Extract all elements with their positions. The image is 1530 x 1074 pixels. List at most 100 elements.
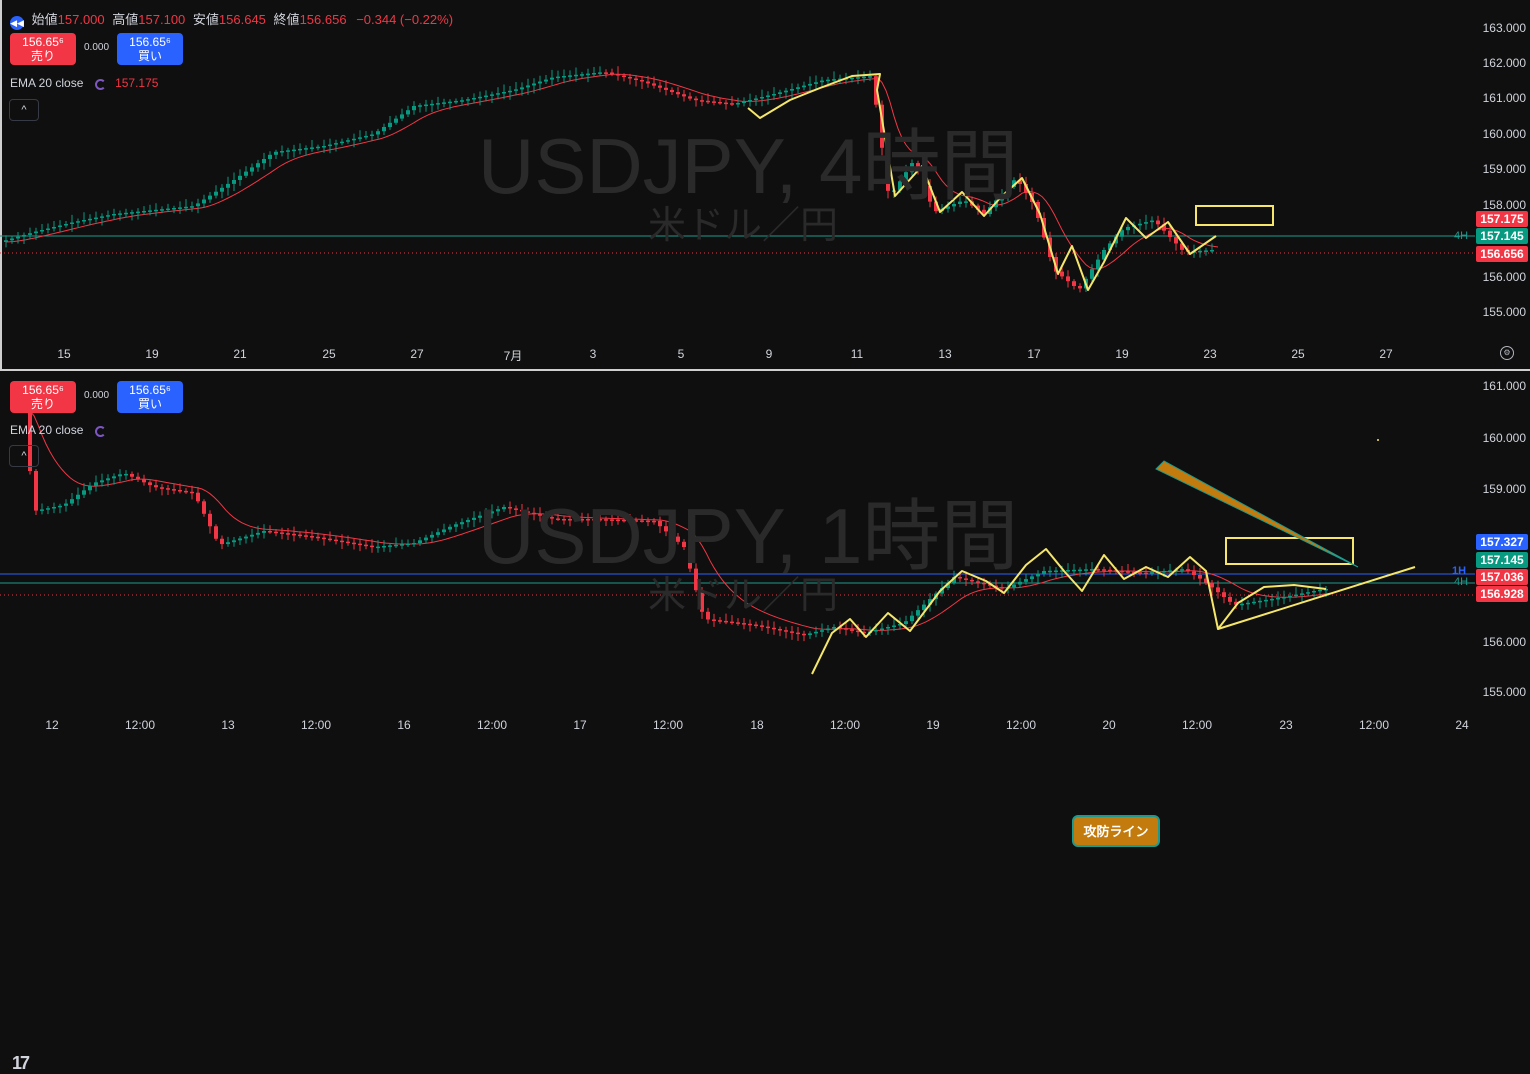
candle-body: [748, 623, 752, 626]
indicator-settings-icon[interactable]: [94, 426, 106, 437]
candle-body: [388, 545, 392, 547]
gear-icon[interactable]: ⚙: [1500, 346, 1514, 360]
candle-body: [190, 206, 194, 208]
candle-body: [178, 490, 182, 492]
timeframe-label-4h: 4H: [1454, 576, 1469, 588]
indicator-settings-icon[interactable]: [94, 79, 106, 90]
bottom-chart-pane[interactable]: USDJPY, 1時間 米ドル／円 156.65⁶ 売り 0.000 156.6…: [0, 371, 1530, 1073]
candle-body: [1120, 230, 1124, 237]
x-label: 12:00: [652, 718, 684, 732]
top-buy-price: 156.65⁶: [129, 35, 171, 49]
candle-body: [1120, 570, 1124, 573]
candle-body: [586, 519, 590, 521]
candle-body: [832, 627, 836, 629]
candle-body: [814, 82, 818, 84]
candle-body: [1210, 582, 1214, 588]
candle-body: [1036, 573, 1040, 577]
drawing-zigzag: [747, 73, 1217, 291]
candle-body: [664, 87, 668, 90]
candle-body: [52, 227, 56, 229]
candle-body: [1066, 276, 1070, 282]
x-label: 12:00: [1005, 718, 1037, 732]
candle-body: [208, 195, 212, 200]
candle-body: [550, 77, 554, 80]
price-tag-last: 156.656: [1476, 246, 1528, 262]
candle-body: [700, 590, 704, 612]
top-chart-canvas[interactable]: [0, 0, 1530, 369]
candle-body: [580, 74, 584, 76]
candle-body: [952, 204, 956, 207]
candle-body: [712, 101, 716, 103]
bottom-sell-button[interactable]: 156.65⁶ 売り: [10, 381, 76, 413]
candle-body: [514, 89, 518, 91]
candle-body: [1210, 250, 1214, 252]
x-label: 17: [1027, 347, 1041, 361]
bottom-ema-label: EMA 20 close: [10, 423, 84, 437]
candle-body: [976, 205, 980, 210]
candle-body: [16, 236, 20, 239]
top-chart-pane[interactable]: USDJPY, 4時間 米ドル／円 ◀◀ 始値157.000 高値157.100…: [0, 0, 1530, 369]
bottom-buy-button[interactable]: 156.65⁶ 買い: [117, 381, 183, 413]
candle-body: [436, 103, 440, 105]
candle-body: [364, 544, 368, 547]
candle-body: [1108, 243, 1112, 250]
bottom-chart-canvas[interactable]: [0, 371, 1530, 739]
candle-body: [196, 203, 200, 207]
ema-line: [29, 410, 1331, 631]
candle-body: [1024, 579, 1028, 582]
candle-body: [436, 532, 440, 535]
top-buy-button[interactable]: 156.65⁶ 買い: [117, 33, 183, 65]
candle-body: [226, 542, 230, 545]
bottom-ema-legend[interactable]: EMA 20 close: [10, 423, 106, 437]
back-icon[interactable]: ◀◀: [10, 16, 24, 30]
candle-body: [1234, 601, 1238, 605]
x-label: 19: [145, 347, 159, 361]
candle-body: [634, 520, 638, 522]
top-buy-label: 買い: [137, 49, 162, 63]
candle-body: [472, 517, 476, 520]
callout-label[interactable]: 攻防ライン: [1072, 815, 1160, 847]
candle-body: [532, 83, 536, 86]
candle-body: [622, 519, 626, 522]
candle-body: [466, 99, 470, 101]
bottom-collapse-button[interactable]: ^: [9, 445, 39, 467]
candle-body: [136, 476, 140, 480]
candle-body: [982, 582, 986, 585]
top-collapse-button[interactable]: ^: [9, 99, 39, 121]
candle-body: [1072, 569, 1076, 572]
top-sell-button[interactable]: 156.65⁶ 売り: [10, 33, 76, 65]
x-label: 23: [1203, 347, 1217, 361]
candle-body: [268, 531, 272, 533]
candle-body: [604, 519, 608, 521]
candle-body: [814, 631, 818, 634]
y-label: 156.000: [1482, 635, 1526, 649]
candle-body: [1180, 243, 1184, 250]
candle-body: [172, 208, 176, 210]
candle-body: [868, 76, 872, 78]
candle-body: [688, 96, 692, 99]
candle-body: [562, 76, 566, 78]
candle-body: [1276, 597, 1280, 600]
candle-body: [916, 163, 920, 171]
candle-body: [1204, 578, 1208, 583]
candle-body: [1096, 259, 1100, 270]
candle-body: [1030, 576, 1034, 580]
candle-body: [562, 519, 566, 521]
candle-body: [250, 167, 254, 172]
candle-body: [826, 628, 830, 631]
candle-body: [820, 630, 824, 632]
candle-body: [886, 627, 890, 629]
pane-separator[interactable]: [0, 369, 1530, 371]
candle-body: [202, 501, 206, 514]
y-label: 159.000: [1482, 482, 1526, 496]
candle-body: [1060, 570, 1064, 572]
candle-body: [298, 148, 302, 151]
high-label: 高値: [112, 12, 139, 27]
candle-body: [712, 619, 716, 621]
top-ema-legend[interactable]: EMA 20 close 157.175: [10, 76, 158, 90]
candle-body: [310, 536, 314, 538]
candle-body: [640, 80, 644, 82]
candle-body: [1216, 587, 1220, 593]
candle-body: [922, 170, 926, 186]
candle-body: [1228, 597, 1232, 602]
